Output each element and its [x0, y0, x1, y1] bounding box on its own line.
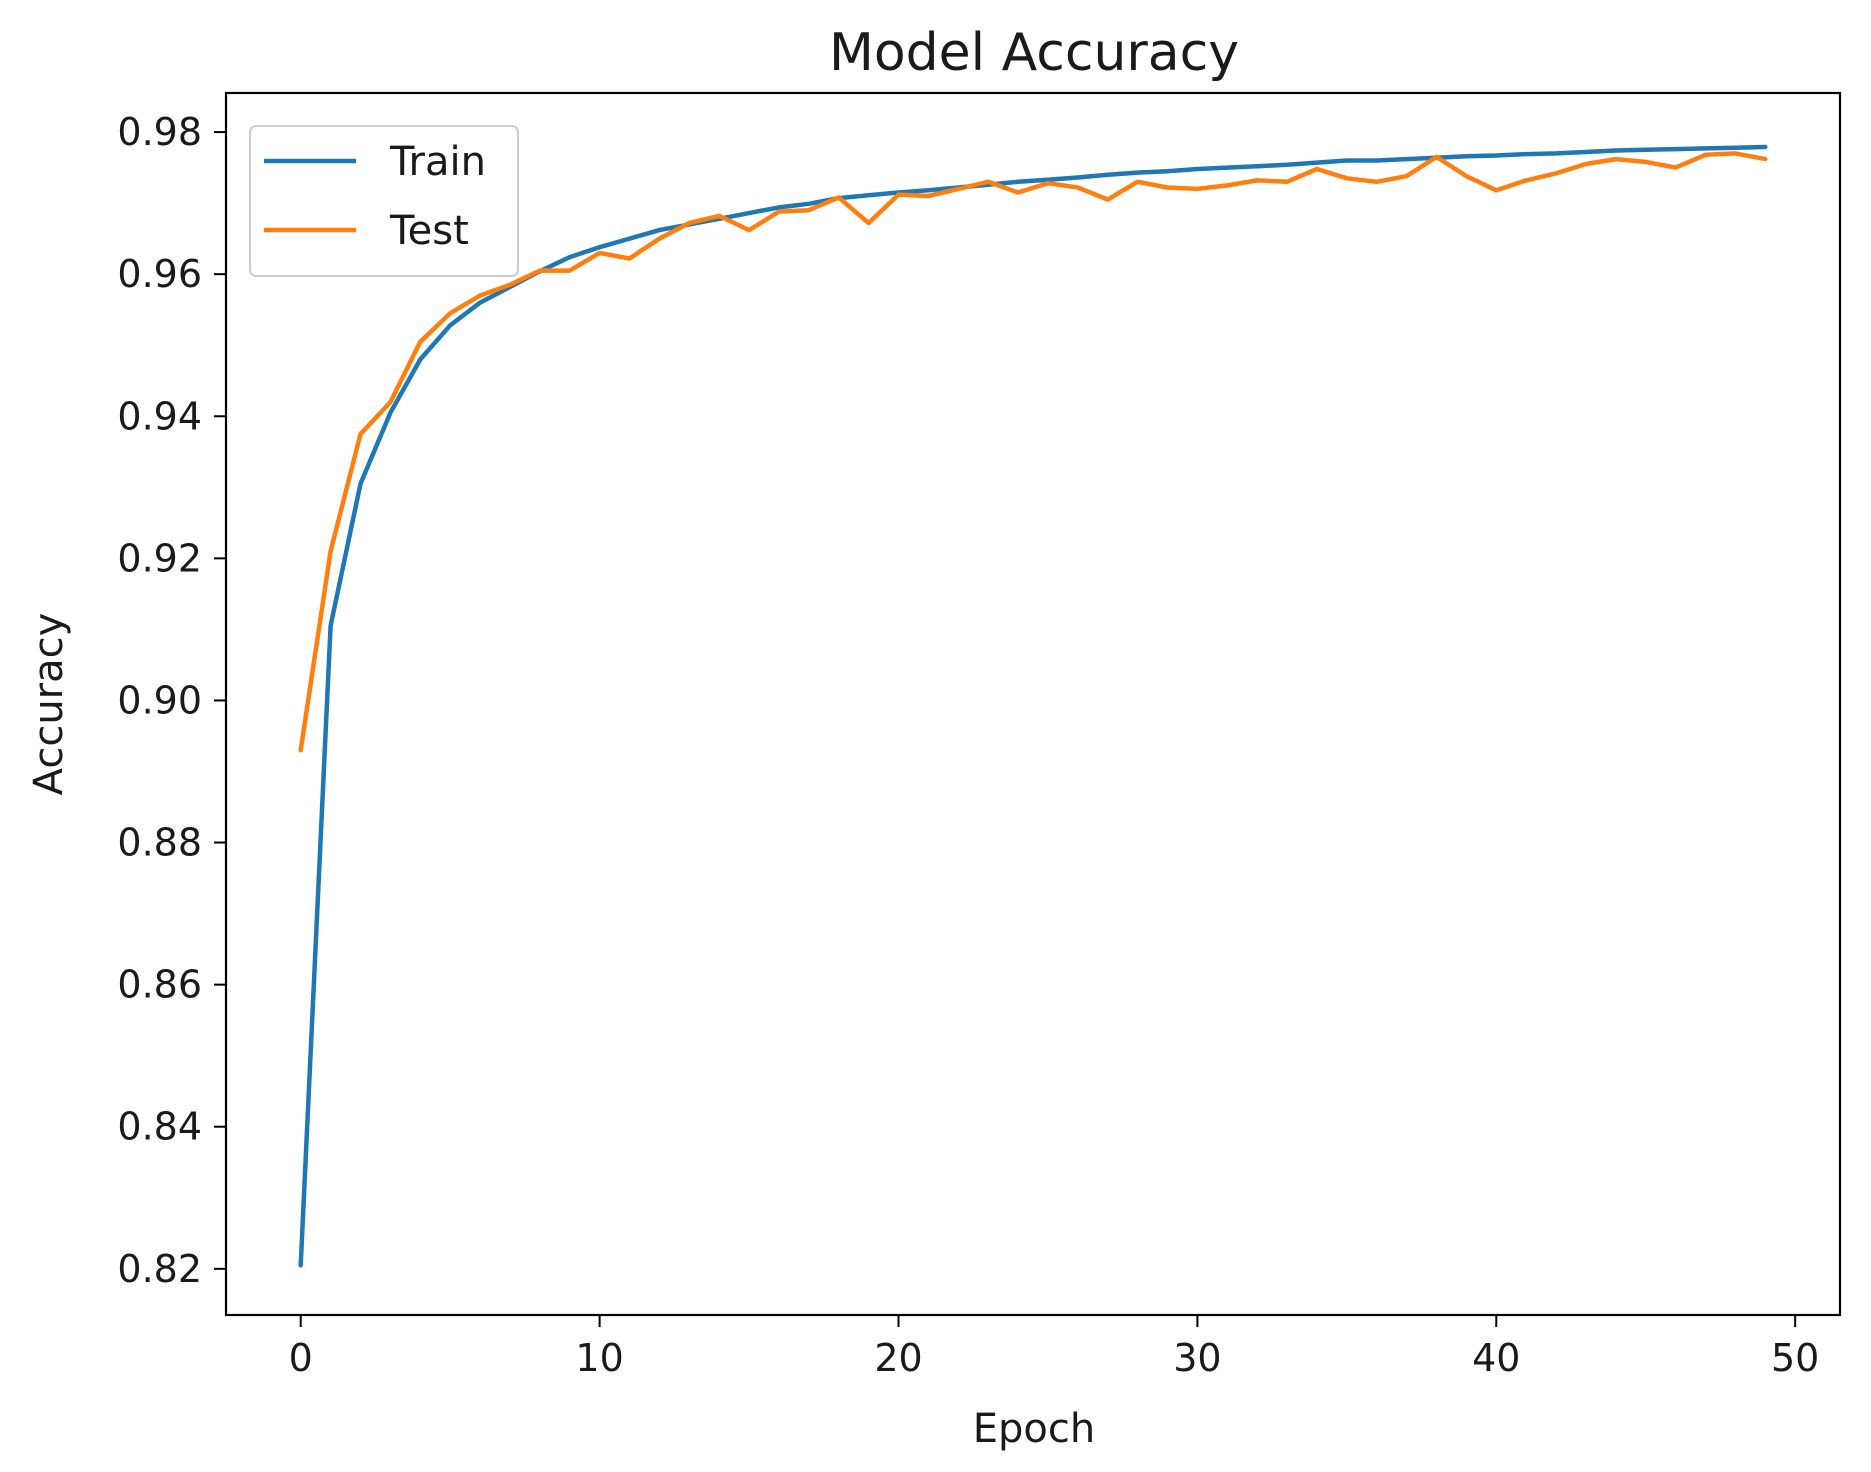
x-tick-label: 50 — [1771, 1336, 1819, 1380]
x-axis: 0 10 20 30 40 50 — [289, 1315, 1819, 1380]
legend-test-label: Test — [389, 208, 469, 254]
y-tick-label: 0.94 — [117, 394, 202, 438]
y-tick-label: 0.98 — [117, 110, 202, 154]
plot-area — [298, 144, 1768, 1268]
x-tick-label: 40 — [1472, 1336, 1520, 1380]
y-axis: 0.82 0.84 0.86 0.88 0.90 0.92 0.94 0.96 0.98 — [117, 110, 226, 1291]
legend: Train Test — [249, 125, 519, 277]
y-tick-label: 0.82 — [117, 1247, 202, 1291]
chart-title: Model Accuracy — [829, 23, 1239, 83]
legend-box — [249, 125, 519, 277]
y-axis-label: Accuracy — [26, 613, 72, 796]
y-tick-label: 0.84 — [117, 1105, 202, 1149]
y-tick-label: 0.86 — [117, 963, 202, 1007]
legend-train-label: Train — [389, 139, 486, 185]
y-tick-label: 0.90 — [117, 678, 202, 722]
x-tick-label: 10 — [575, 1336, 623, 1380]
x-tick-label: 20 — [874, 1336, 922, 1380]
y-tick-label: 0.96 — [117, 252, 202, 296]
x-tick-label: 0 — [289, 1336, 313, 1380]
x-tick-label: 30 — [1173, 1336, 1221, 1380]
series-line-train — [298, 144, 1768, 1268]
x-axis-label: Epoch — [973, 1406, 1095, 1452]
series-line-test — [298, 151, 1768, 753]
y-tick-label: 0.92 — [117, 536, 202, 580]
plot-frame — [224, 91, 1842, 1317]
y-tick-label: 0.88 — [117, 821, 202, 865]
